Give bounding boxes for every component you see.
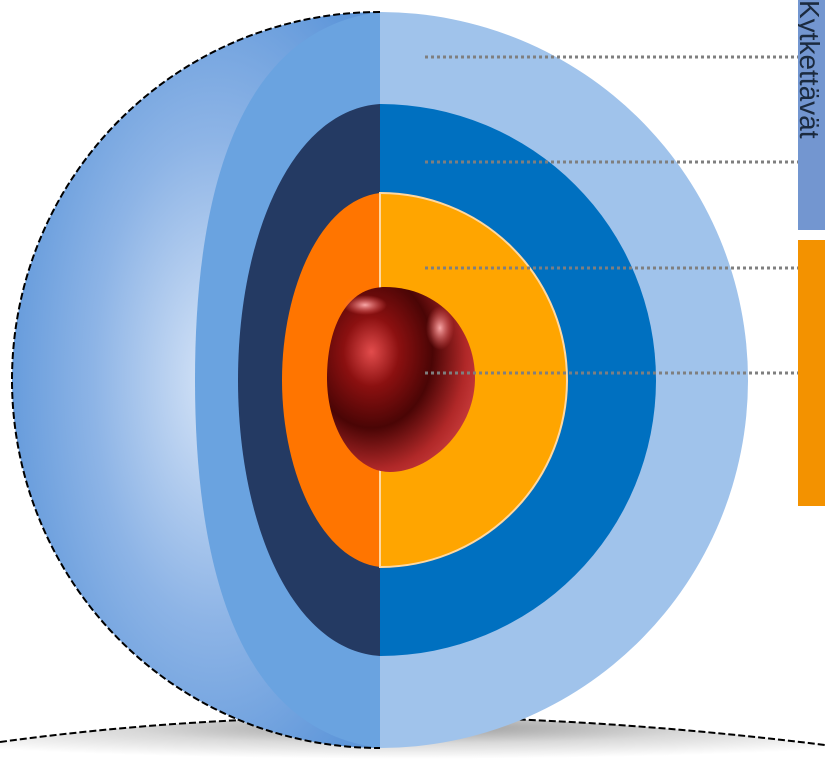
blue-label-panel [798,0,825,230]
orange-label-panel [798,240,825,506]
blue-panel-label-box: Kytkettävät [798,0,825,230]
blue-panel-label: Kytkettävät [798,0,825,139]
core-highlight-right [426,306,454,350]
core-layer [327,287,475,472]
core-highlight-top [343,295,387,315]
leader-lines [425,55,825,375]
